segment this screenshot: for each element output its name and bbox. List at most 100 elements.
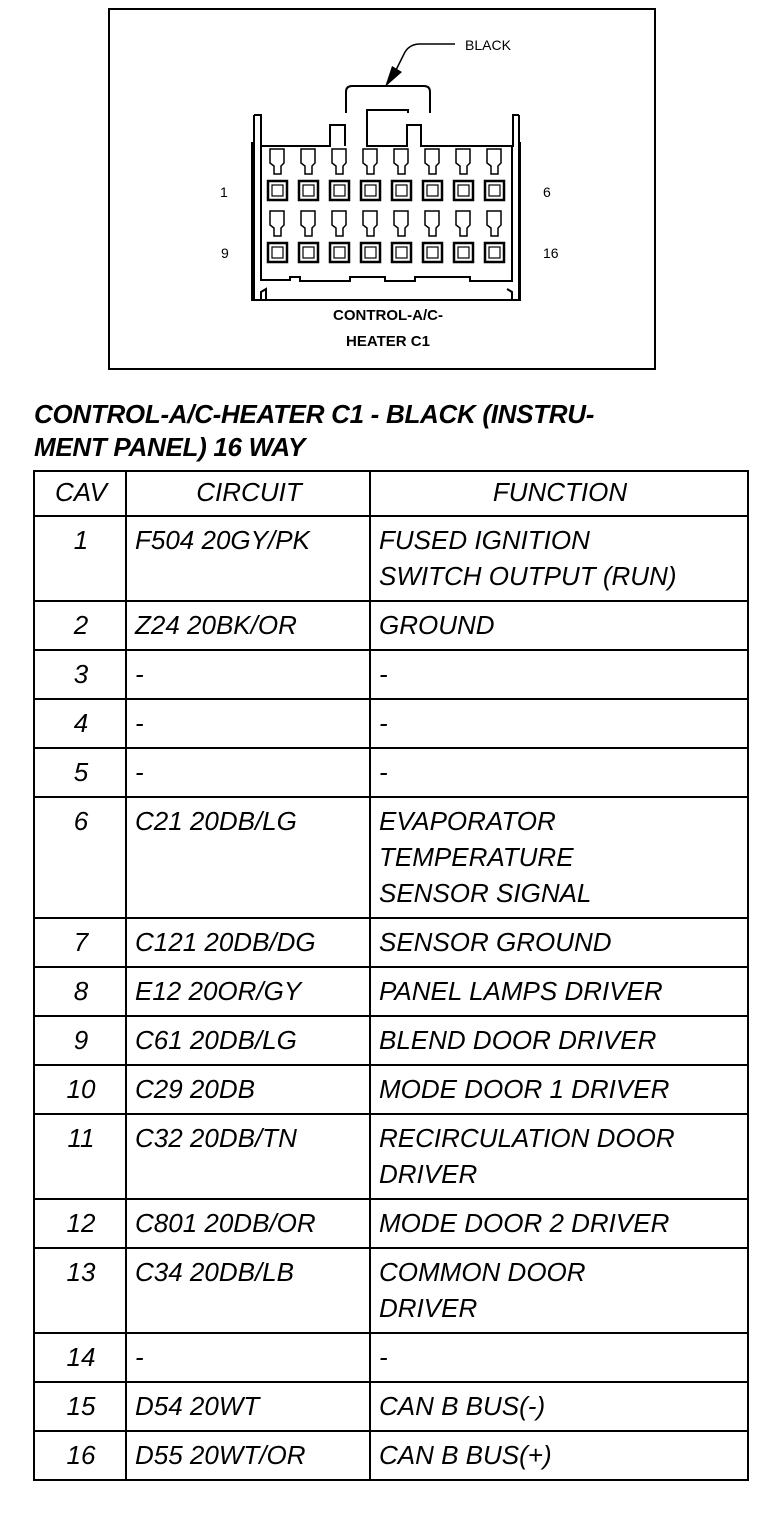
- cavity-terminal-inner: [426, 184, 439, 197]
- cavity-terminal-inner: [364, 246, 377, 259]
- header-function: FUNCTION: [369, 470, 749, 517]
- cavity-terminal-inner: [333, 184, 346, 197]
- cell-circuit: F504 20GY/PK: [125, 515, 371, 602]
- cavity-latch: [362, 210, 378, 237]
- table-row: 10 C29 20DB MODE DOOR 1 DRIVER: [33, 1064, 749, 1115]
- table-row: 5--: [33, 747, 749, 798]
- table-row: 7 C121 20DB/DG SENSOR GROUND: [33, 917, 749, 968]
- cell-function: PANEL LAMPS DRIVER: [369, 966, 749, 1017]
- connector-diagram: BLACK 1 6 9 16 CONTROL-A/C- HEATER C1: [108, 8, 656, 370]
- cavity-terminal: [297, 241, 320, 264]
- cavity-latch: [362, 148, 378, 175]
- cavity-terminal: [297, 179, 320, 202]
- cavity-terminal-inner: [302, 184, 315, 197]
- cavity-latch: [424, 210, 440, 237]
- cavity-latch: [269, 148, 285, 175]
- table-row: 2 Z24 20BK/OR GROUND: [33, 600, 749, 651]
- cavity-terminal: [483, 179, 506, 202]
- cavity-latch: [269, 210, 285, 237]
- cell-cav: 11: [33, 1113, 127, 1200]
- table-row: 9 C61 20DB/LG BLEND DOOR DRIVER: [33, 1015, 749, 1066]
- cell-circuit: C21 20DB/LG: [125, 796, 371, 919]
- cavity-terminal-inner: [271, 246, 284, 259]
- cavity-terminal-inner: [488, 246, 501, 259]
- color-callout: BLACK: [465, 37, 512, 53]
- table-row: 15 D54 20WT CAN B BUS(-): [33, 1381, 749, 1432]
- cell-cav: 4: [33, 698, 127, 749]
- table-row: 3--: [33, 649, 749, 700]
- cavity-terminal-inner: [333, 246, 346, 259]
- pin-label-1: 1: [220, 184, 228, 200]
- cavity-terminal: [359, 179, 382, 202]
- cavity-terminal: [421, 241, 444, 264]
- diagram-frame: [108, 8, 656, 370]
- cell-cav: 1: [33, 515, 127, 602]
- table-row: 12 C801 20DB/OR MODE DOOR 2 DRIVER: [33, 1198, 749, 1249]
- diagram-caption-line1: CONTROL-A/C-: [333, 307, 443, 324]
- cell-cav: 3: [33, 649, 127, 700]
- cavity-latch: [424, 148, 440, 175]
- cell-circuit: -: [125, 649, 371, 700]
- cavity-terminal-inner: [364, 184, 377, 197]
- cavity-terminal-inner: [395, 246, 408, 259]
- header-cav: CAV: [33, 470, 127, 517]
- cavity-terminal: [266, 179, 289, 202]
- cavity-terminal-inner: [426, 246, 439, 259]
- cell-cav: 8: [33, 966, 127, 1017]
- cavity-latch: [486, 210, 502, 237]
- cell-circuit: -: [125, 698, 371, 749]
- cell-function: SENSOR GROUND: [369, 917, 749, 968]
- cavity-latch: [393, 148, 409, 175]
- cavity-terminal-inner: [302, 246, 315, 259]
- cell-cav: 12: [33, 1198, 127, 1249]
- cell-cav: 13: [33, 1247, 127, 1334]
- cell-cav: 14: [33, 1332, 127, 1383]
- cell-function: FUSED IGNITION SWITCH OUTPUT (RUN): [369, 515, 749, 602]
- cell-cav: 2: [33, 600, 127, 651]
- connector-body: [251, 85, 521, 301]
- table-header-row: CAV CIRCUIT FUNCTION: [33, 470, 749, 517]
- cell-circuit: -: [125, 747, 371, 798]
- cell-cav: 15: [33, 1381, 127, 1432]
- cavity-terminal: [390, 179, 413, 202]
- cell-circuit: D55 20WT/OR: [125, 1430, 371, 1481]
- cell-circuit: C34 20DB/LB: [125, 1247, 371, 1334]
- cavity-latch: [455, 148, 471, 175]
- cell-function: RECIRCULATION DOOR DRIVER: [369, 1113, 749, 1200]
- cell-function: CAN B BUS(+): [369, 1430, 749, 1481]
- table-row: 6 C21 20DB/LG EVAPORATOR TEMPERATURE SENSO…: [33, 796, 749, 919]
- cavity-terminal: [452, 179, 475, 202]
- cell-function: COMMON DOOR DRIVER: [369, 1247, 749, 1334]
- cell-cav: 16: [33, 1430, 127, 1481]
- connector-title: CONTROL-A/C-HEATER C1 - BLACK (INSTRU- M…: [34, 399, 595, 462]
- pin-label-16: 16: [543, 245, 559, 261]
- table-row: 16 D55 20WT/OR CAN B BUS(+): [33, 1430, 749, 1481]
- cavity-latch: [486, 148, 502, 175]
- cavity-terminal-inner: [457, 246, 470, 259]
- cavity-terminal-inner: [395, 184, 408, 197]
- cavity-latch: [300, 210, 316, 237]
- cavity-terminal-inner: [271, 184, 284, 197]
- cell-circuit: C801 20DB/OR: [125, 1198, 371, 1249]
- cell-cav: 7: [33, 917, 127, 968]
- cell-function: -: [369, 1332, 749, 1383]
- cavity-terminal: [266, 241, 289, 264]
- cavity-latch: [331, 210, 347, 237]
- cell-function: EVAPORATOR TEMPERATURE SENSOR SIGNAL: [369, 796, 749, 919]
- cell-function: BLEND DOOR DRIVER: [369, 1015, 749, 1066]
- cavity-terminal: [452, 241, 475, 264]
- cell-circuit: -: [125, 1332, 371, 1383]
- cavity-latch: [300, 148, 316, 175]
- pinout-table: CAV CIRCUIT FUNCTION 1 F504 20GY/PK FUSED …: [33, 470, 749, 1481]
- cavity-grid: [266, 148, 506, 264]
- cell-function: MODE DOOR 1 DRIVER: [369, 1064, 749, 1115]
- cell-function: CAN B BUS(-): [369, 1381, 749, 1432]
- cell-circuit: C121 20DB/DG: [125, 917, 371, 968]
- pin-label-9: 9: [221, 245, 229, 261]
- cell-function: -: [369, 698, 749, 749]
- pin-label-6: 6: [543, 184, 551, 200]
- table-row: 11 C32 20DB/TN RECIRCULATION DOOR DRIVER: [33, 1113, 749, 1200]
- callout-arrow-icon: [385, 43, 455, 87]
- cell-circuit: C29 20DB: [125, 1064, 371, 1115]
- cavity-terminal-inner: [488, 184, 501, 197]
